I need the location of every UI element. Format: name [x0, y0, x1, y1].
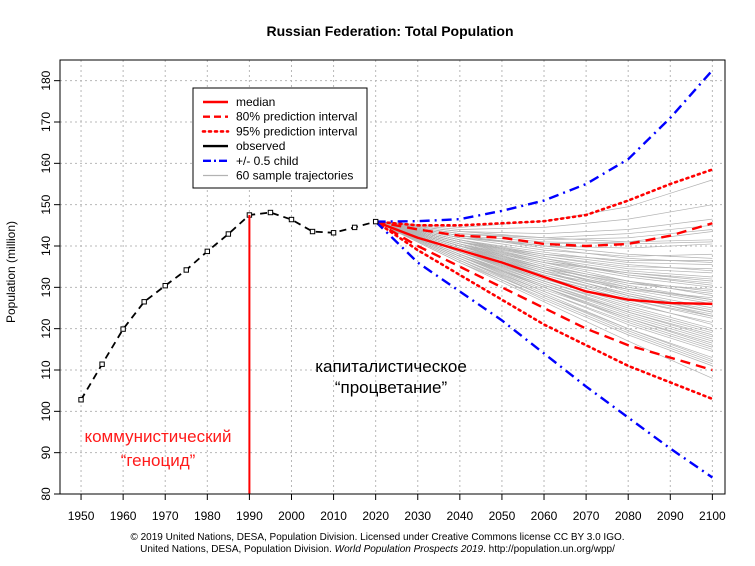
x-tick-label-2010: 2010 — [320, 509, 347, 523]
legend-label-4: observed — [236, 139, 285, 153]
y-tick-label-100: 100 — [39, 401, 53, 421]
series-child-lower — [374, 220, 714, 479]
plot-frame — [59, 59, 726, 495]
trajectory-line-56 — [375, 204, 713, 230]
legend-label-6: 60 sample trajectories — [236, 169, 353, 183]
x-tick-label-2030: 2030 — [404, 509, 431, 523]
x-tick-label-1970: 1970 — [152, 509, 179, 523]
observed-point-1995 — [267, 209, 274, 216]
footer-source-url: . http://population.un.org/wpp/ — [483, 544, 615, 555]
trajectory-line-58 — [375, 221, 713, 261]
series-pi80-upper — [375, 220, 713, 248]
observed-point-2010 — [330, 230, 337, 236]
population-chart: Russian Federation: Total Population Pop… — [4, 23, 726, 523]
observed-point-2000 — [288, 216, 295, 223]
x-tick-label-2040: 2040 — [446, 509, 473, 523]
y-tick-label-150: 150 — [39, 194, 53, 214]
chart-title: Russian Federation: Total Population — [266, 23, 513, 39]
footer-source-prefix: United Nations, DESA, Population Divisio… — [140, 544, 335, 555]
x-tick-label-1990: 1990 — [236, 509, 263, 523]
observed-point-1950 — [78, 397, 84, 403]
trajectory-line-48 — [375, 221, 713, 344]
observed-markers — [78, 209, 379, 403]
trajectory-line-47 — [375, 221, 713, 290]
series-median — [375, 220, 713, 306]
series-child-upper — [375, 69, 714, 223]
legend-label-1: median — [236, 95, 275, 109]
legend-label-2: 80% prediction interval — [236, 110, 357, 124]
x-tick-label-2080: 2080 — [615, 509, 642, 523]
series-lines — [80, 69, 714, 479]
x-tick-label-1950: 1950 — [68, 509, 95, 523]
observed-point-1960 — [120, 326, 126, 332]
annotation-capitalism-line2: “процветание” — [335, 378, 448, 397]
y-tick-label-170: 170 — [39, 112, 53, 132]
observed-point-1965 — [141, 299, 147, 305]
y-axis: 80 90 100 110 120 130 140 150 160 170 180 — [39, 70, 60, 501]
x-tick-label-2020: 2020 — [362, 509, 389, 523]
observed-point-1985 — [225, 231, 232, 237]
legend-box — [192, 87, 368, 189]
trajectory-line-51 — [375, 221, 713, 365]
footer: © 2019 United Nations, DESA, Population … — [0, 532, 755, 556]
observed-point-2015 — [351, 224, 358, 231]
y-tick-label-90: 90 — [39, 446, 53, 460]
x-tick-label-2060: 2060 — [531, 509, 558, 523]
observed-point-1980 — [204, 248, 211, 255]
annotation-capitalism-line1: капиталистическое — [315, 357, 467, 376]
observed-point-1970 — [162, 282, 168, 289]
trajectory-line-60 — [375, 221, 713, 280]
observed-point-2020 — [372, 218, 379, 225]
legend-label-5: +/- 0.5 child — [236, 154, 298, 168]
sample-trajectories — [375, 179, 713, 379]
series-pi80-lower — [375, 220, 713, 372]
x-tick-label-2050: 2050 — [489, 509, 516, 523]
series-pi95-lower — [374, 220, 714, 401]
x-tick-label-1960: 1960 — [110, 509, 137, 523]
observed-point-1955 — [99, 361, 105, 367]
series-pi95-upper — [374, 168, 714, 227]
y-tick-label-120: 120 — [39, 318, 53, 338]
x-tick-label-2090: 2090 — [657, 509, 684, 523]
y-axis-label: Population (million) — [4, 221, 18, 323]
annotation-communism-line1: коммунистический — [84, 427, 231, 446]
trajectory-line-55 — [375, 221, 713, 338]
trajectory-line-54 — [375, 221, 713, 301]
trajectory-line-50 — [375, 221, 713, 274]
y-tick-label-130: 130 — [39, 277, 53, 297]
x-tick-label-1980: 1980 — [194, 509, 221, 523]
legend-label-3: 95% prediction interval — [236, 124, 357, 138]
y-tick-label-160: 160 — [39, 153, 53, 173]
y-tick-label-180: 180 — [39, 70, 53, 90]
observed-point-2005 — [309, 228, 316, 235]
footer-license: © 2019 United Nations, DESA, Population … — [130, 532, 625, 543]
x-tick-label-2000: 2000 — [278, 509, 305, 523]
observed-point-1975 — [183, 267, 189, 273]
footer-source-title: World Population Prospects 2019 — [334, 544, 484, 555]
annotations: коммунистический “геноцид” капиталистическ… — [84, 357, 466, 470]
y-tick-label-140: 140 — [39, 236, 53, 256]
trajectory-line-59 — [375, 221, 713, 363]
x-axis: 1950 1960 1970 1980 1990 2000 2010 2020 2030 2040… — [68, 494, 726, 523]
trajectory-line-46 — [375, 221, 713, 239]
x-tick-label-2100: 2100 — [699, 509, 726, 523]
annotation-communism-line2: “геноцид” — [121, 451, 196, 470]
y-tick-label-80: 80 — [39, 487, 53, 501]
y-tick-label-110: 110 — [39, 360, 53, 379]
footer-source: United Nations, DESA, Population Divisio… — [0, 544, 755, 556]
x-tick-label-2070: 2070 — [573, 509, 600, 523]
